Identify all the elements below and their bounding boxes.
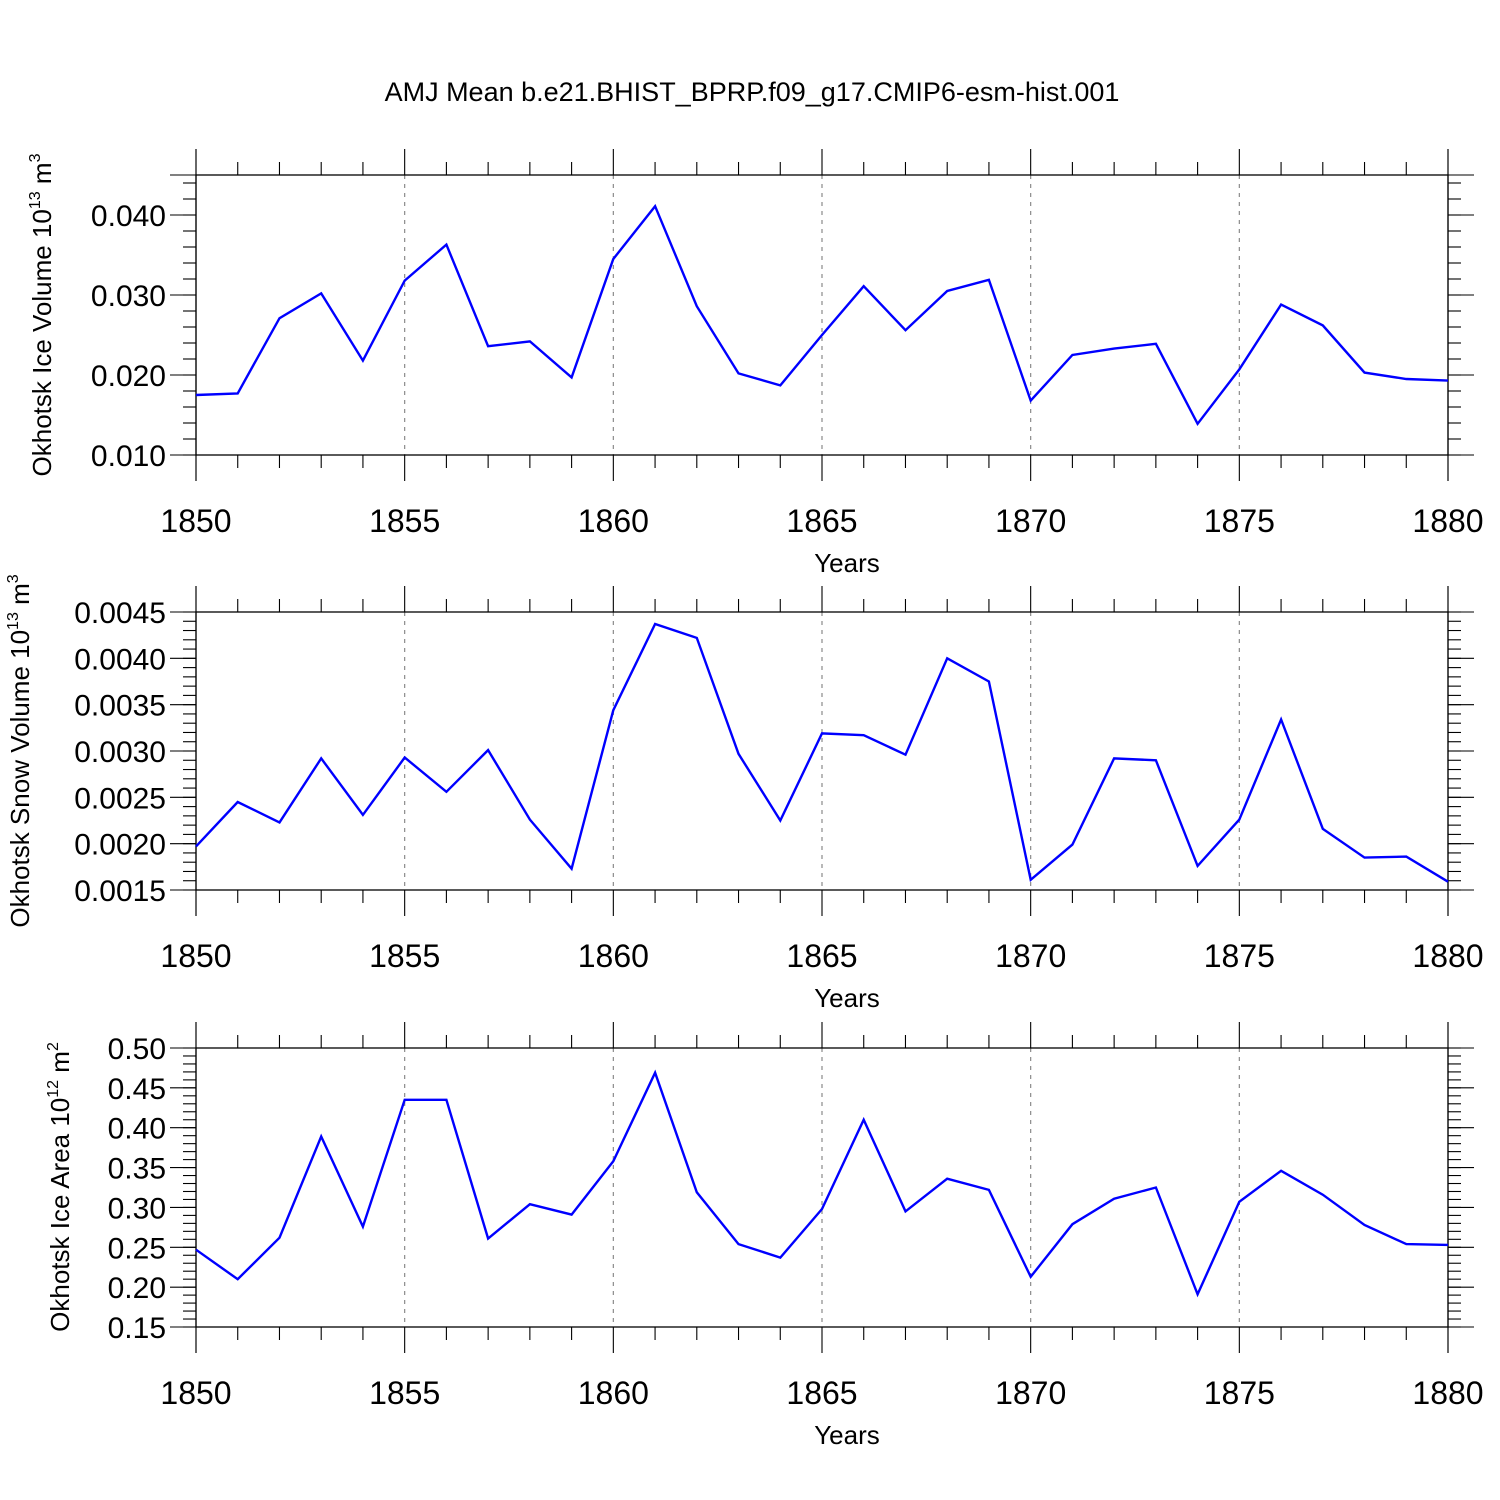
y-tick-label: 0.40: [108, 1113, 166, 1146]
x-tick-label: 1870: [995, 938, 1066, 974]
x-tick-label: 1875: [1204, 503, 1275, 539]
y-tick-label: 0.010: [91, 440, 166, 473]
snow-volume-panel: 0.0015 0.0020 0.0025 0.0030 0.0035 0.0040 0.00…: [5, 574, 1484, 1013]
x-tick-label: 1875: [1204, 1375, 1275, 1411]
x-tick-label: 1860: [578, 938, 649, 974]
y-tick-label: 0.0015: [74, 875, 166, 908]
x-tick-label: 1865: [786, 1375, 857, 1411]
ice-volume-series-line: [195, 203, 1449, 427]
y-tick-label: 0.0040: [74, 643, 166, 676]
x-tick-label: 1880: [1412, 938, 1483, 974]
x-tick-label: 1850: [160, 1375, 231, 1411]
x-tick-label: 1870: [995, 1375, 1066, 1411]
y-axis-label: Okhotsk Snow Volume 1013 m3: [5, 574, 35, 927]
y-tick-label: 0.20: [108, 1272, 166, 1305]
x-tick-label: 1870: [995, 503, 1066, 539]
y-tick-label: 0.0035: [74, 690, 166, 723]
x-axis-label: Years: [814, 548, 880, 578]
x-tick-label: 1850: [160, 938, 231, 974]
ice-area-panel: 0.15 0.20 0.25 0.30 0.35 0.40 0.45 0.50 1850 1855…: [45, 1022, 1484, 1450]
x-tick-label: 1865: [786, 503, 857, 539]
y-tick-label: 0.50: [108, 1033, 166, 1066]
y-tick-label: 0.45: [108, 1073, 166, 1106]
y-tick-label: 0.0025: [74, 782, 166, 815]
y-tick-label: 0.040: [91, 200, 166, 233]
x-tick-label: 1880: [1412, 1375, 1483, 1411]
ice-volume-panel: 0.010 0.020 0.030 0.040 1850 1855 1860 1865 1870…: [27, 149, 1484, 578]
y-tick-label: 0.0045: [74, 597, 166, 630]
x-axis-label: Years: [814, 983, 880, 1013]
y-axis-label: Okhotsk Ice Volume 1013 m3: [27, 153, 57, 476]
y-tick-label: 0.020: [91, 360, 166, 393]
page-title: AMJ Mean b.e21.BHIST_BPRP.f09_g17.CMIP6-…: [385, 77, 1120, 107]
x-tick-label: 1865: [786, 938, 857, 974]
y-tick-label: 0.0020: [74, 829, 166, 862]
ice-area-series-line: [195, 1069, 1449, 1298]
y-tick-label: 0.030: [91, 280, 166, 313]
x-tick-label: 1855: [369, 938, 440, 974]
x-tick-label: 1850: [160, 503, 231, 539]
y-tick-label: 0.0030: [74, 736, 166, 769]
y-tick-label: 0.15: [108, 1312, 166, 1345]
y-axis-label: Okhotsk Ice Area 1012 m2: [45, 1042, 75, 1332]
y-tick-label: 0.35: [108, 1153, 166, 1186]
x-axis-label: Years: [814, 1420, 880, 1450]
x-tick-label: 1860: [578, 503, 649, 539]
snow-volume-series-line: [195, 622, 1449, 883]
y-tick-label: 0.25: [108, 1232, 166, 1265]
x-tick-label: 1860: [578, 1375, 649, 1411]
y-tick-label: 0.30: [108, 1192, 166, 1225]
x-tick-label: 1855: [369, 1375, 440, 1411]
x-tick-label: 1875: [1204, 938, 1275, 974]
x-tick-label: 1855: [369, 503, 440, 539]
x-tick-label: 1880: [1412, 503, 1483, 539]
